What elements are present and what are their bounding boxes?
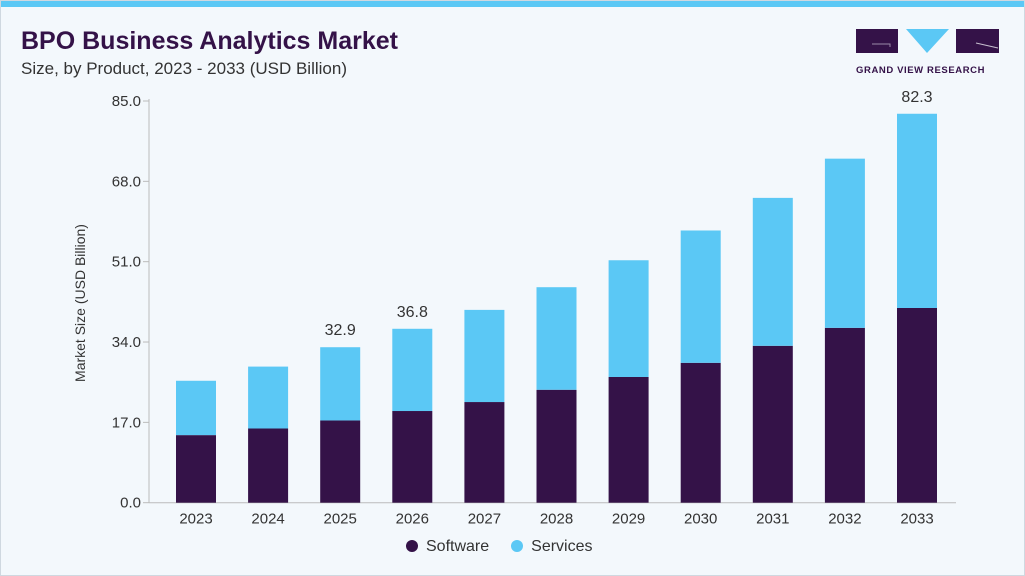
bar-software-2027 [464, 402, 505, 503]
x-tick-label: 2032 [828, 511, 861, 528]
bar-software-2033 [897, 307, 937, 503]
bar-software-2025 [320, 420, 361, 503]
services-swatch-icon [511, 540, 524, 552]
y-tick-label: 17.0 [112, 414, 141, 431]
x-tick-label: 2029 [612, 511, 645, 528]
legend-label: Software [426, 538, 490, 555]
y-tick-label: 34.0 [112, 334, 141, 351]
bar-services-2025 [320, 347, 361, 421]
bar-services-2027 [464, 309, 505, 403]
y-axis-label: Market Size (USD Billion) [72, 224, 88, 382]
bar-services-2032 [824, 158, 865, 328]
x-tick-label: 2028 [540, 511, 573, 528]
bar-software-2031 [752, 345, 793, 503]
y-tick-label: 51.0 [112, 254, 141, 271]
accent-bar [1, 1, 1024, 7]
x-tick-label: 2025 [324, 511, 357, 528]
chart-title: BPO Business Analytics Market [21, 27, 398, 55]
bar-software-2030 [680, 362, 721, 503]
data-label: 32.9 [325, 322, 356, 339]
logo-mark-icon [856, 29, 999, 53]
legend-item-software: Software [406, 538, 489, 556]
data-label: 36.8 [397, 304, 428, 321]
bar-services-2031 [752, 197, 793, 346]
y-tick-label: 68.0 [112, 173, 141, 190]
bar-services-2033 [897, 113, 937, 308]
bar-software-2029 [608, 376, 649, 503]
bar-software-2023 [176, 435, 216, 503]
data-label: 82.3 [901, 89, 932, 106]
x-tick-label: 2033 [900, 511, 933, 528]
legend-item-services: Services [511, 538, 593, 556]
bar-services-2023 [176, 380, 216, 436]
x-tick-label: 2031 [756, 511, 789, 528]
x-tick-label: 2024 [251, 511, 284, 528]
legend-label: Services [531, 538, 593, 555]
chart-subtitle: Size, by Product, 2023 - 2033 (USD Billi… [21, 59, 347, 78]
x-tick-label: 2026 [396, 511, 429, 528]
bar-software-2028 [536, 389, 577, 503]
legend: Software Services [406, 538, 593, 556]
x-tick-label: 2030 [684, 511, 717, 528]
x-tick-label: 2023 [179, 511, 212, 528]
bar-services-2029 [608, 260, 649, 377]
y-tick-label: 0.0 [120, 495, 141, 512]
bar-services-2028 [536, 287, 577, 390]
bar-software-2026 [392, 411, 433, 503]
bar-services-2026 [392, 328, 433, 412]
bar-services-2024 [248, 366, 289, 429]
bar-software-2032 [824, 327, 865, 503]
bar-software-2024 [248, 428, 289, 503]
logo-text: GRAND VIEW RESEARCH [856, 65, 986, 76]
grand-view-research-logo: GRAND VIEW RESEARCH [856, 29, 1001, 76]
software-swatch-icon [406, 540, 418, 552]
x-tick-label: 2027 [468, 511, 501, 528]
y-tick-label: 85.0 [112, 93, 141, 110]
bar-services-2030 [680, 230, 721, 363]
